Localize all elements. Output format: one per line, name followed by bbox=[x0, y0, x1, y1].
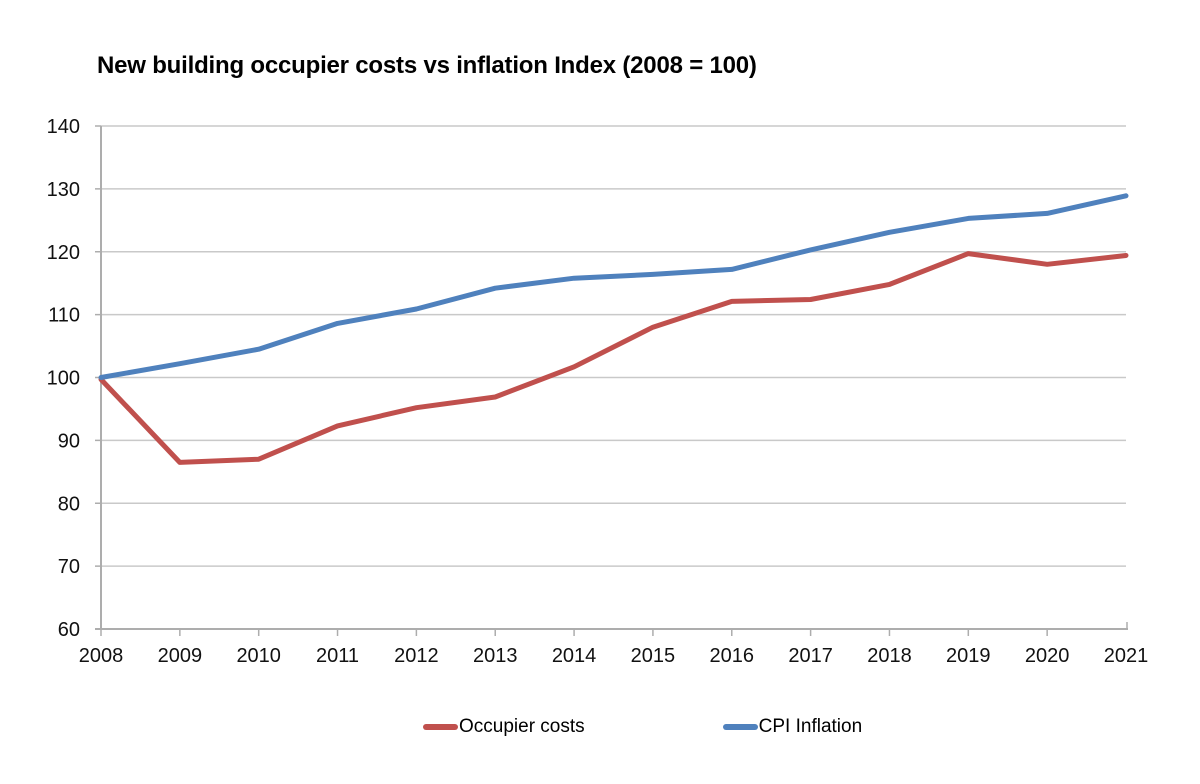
chart-title: New building occupier costs vs inflation… bbox=[97, 52, 757, 79]
x-axis-label-2010: 2010 bbox=[236, 645, 281, 667]
x-axis-label-2016: 2016 bbox=[710, 645, 755, 667]
series-line-occupier-costs bbox=[98, 251, 1129, 465]
legend-label-cpi-inflation: CPI Inflation bbox=[758, 716, 863, 737]
y-axis-label-90: 90 bbox=[58, 430, 80, 452]
legend-label-occupier-costs: Occupier costs bbox=[459, 716, 585, 737]
legend-item-cpi-inflation: CPI Inflation bbox=[722, 716, 863, 738]
series-line-cpi-inflation bbox=[98, 193, 1129, 380]
x-axis-label-2021: 2021 bbox=[1104, 645, 1149, 667]
occupier-costs-line-swatch bbox=[423, 724, 458, 730]
x-axis-label-2017: 2017 bbox=[788, 645, 833, 667]
x-axis-label-2011: 2011 bbox=[316, 645, 359, 667]
y-axis-label-130: 130 bbox=[47, 179, 80, 201]
y-axis-label-70: 70 bbox=[58, 556, 80, 578]
y-axis-label-120: 120 bbox=[47, 242, 80, 264]
legend-item-occupier-costs: Occupier costs bbox=[423, 716, 585, 738]
y-axis-label-140: 140 bbox=[47, 116, 80, 138]
x-axis-label-2012: 2012 bbox=[394, 645, 439, 667]
x-axis-label-2019: 2019 bbox=[946, 645, 991, 667]
x-axis-label-2015: 2015 bbox=[631, 645, 676, 667]
x-axis-label-2009: 2009 bbox=[158, 645, 203, 667]
x-axis-label-2008: 2008 bbox=[79, 645, 124, 667]
x-axis-label-2018: 2018 bbox=[867, 645, 912, 667]
y-axis-label-100: 100 bbox=[47, 368, 80, 390]
y-axis-label-110: 110 bbox=[48, 305, 80, 327]
x-axis-label-2013: 2013 bbox=[473, 645, 518, 667]
y-axis-label-60: 60 bbox=[58, 619, 80, 641]
x-axis-label-2020: 2020 bbox=[1025, 645, 1070, 667]
x-axis-label-2014: 2014 bbox=[552, 645, 597, 667]
cpi-inflation-line-swatch bbox=[722, 724, 758, 730]
y-axis-label-80: 80 bbox=[58, 493, 80, 515]
chart-legend: Occupier costs CPI Inflation bbox=[423, 716, 862, 738]
line-chart-plot-area: 60 70 80 90 100 110 120 130 140 2008 2009 2010 2011 2… bbox=[47, 116, 1149, 667]
